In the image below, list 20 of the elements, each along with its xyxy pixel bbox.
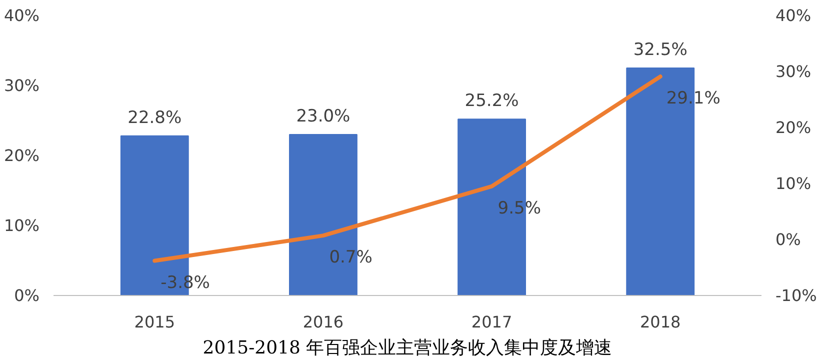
y-tick-label: 20%: [4, 146, 40, 165]
y2-tick-label: 30%: [776, 62, 812, 81]
y-tick-label: 0%: [14, 286, 40, 305]
y2-tick-label: -10%: [776, 286, 817, 305]
y-tick-label: 10%: [4, 216, 40, 235]
y2-tick-label: 20%: [776, 118, 812, 137]
data-label: 32.5%: [633, 40, 688, 60]
x-tick-label: 2016: [302, 312, 344, 332]
y2-tick-label: 10%: [776, 174, 812, 193]
data-label: 25.2%: [464, 91, 519, 112]
y-tick-label: 40%: [4, 6, 40, 25]
text: 2015-2018 年百强企业主营业务收入集中度及增速: [202, 338, 612, 358]
x-tick-label: 2017: [471, 312, 512, 332]
y2-tick-label: 40%: [776, 6, 812, 25]
y-tick-label: 30%: [4, 76, 40, 95]
x-tick-label: 2015: [134, 312, 175, 332]
data-label: 23.0%: [296, 106, 350, 126]
x-tick-label: 2018: [640, 312, 681, 332]
data-label: 22.8%: [128, 108, 182, 128]
y2-tick-label: 0%: [776, 230, 801, 249]
